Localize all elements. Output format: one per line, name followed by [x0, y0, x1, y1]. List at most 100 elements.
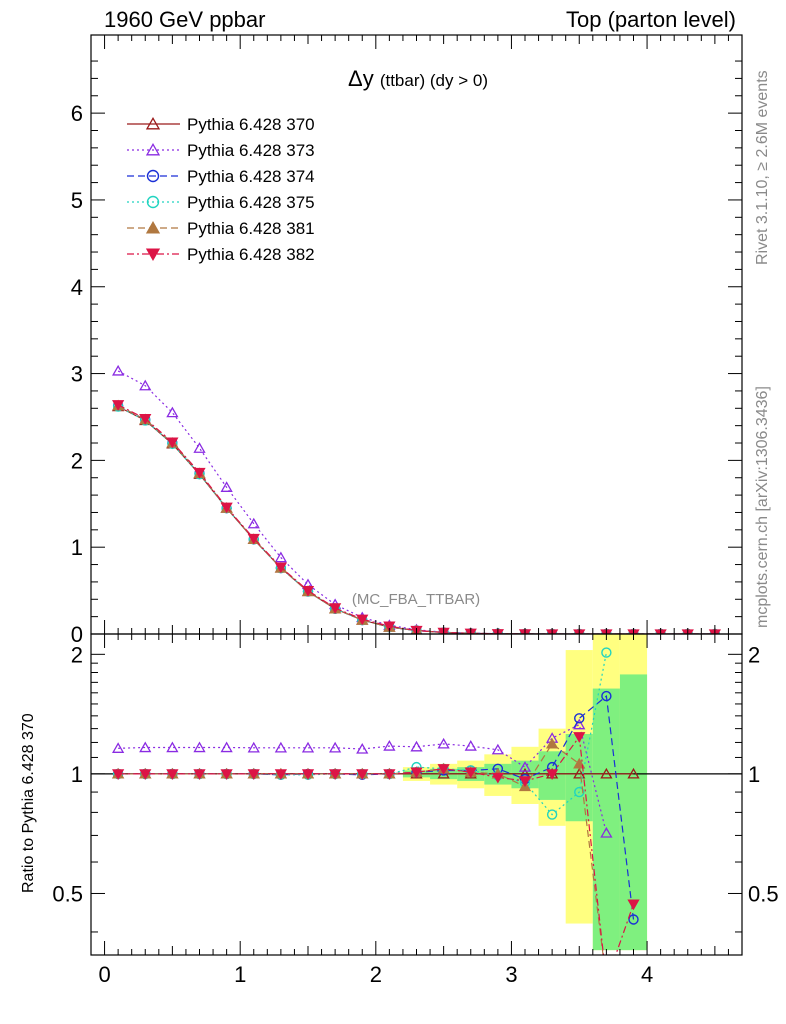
data-point — [464, 767, 477, 779]
data-point — [274, 769, 287, 780]
data-point — [437, 764, 450, 775]
data-point — [166, 769, 179, 780]
ratio-series-line — [118, 723, 607, 834]
data-point — [518, 761, 532, 772]
data-point — [573, 767, 586, 779]
data-point — [166, 741, 179, 753]
y-tick-label: 6 — [71, 101, 83, 126]
analysis-watermark: (MC_FBA_TTBAR) — [352, 591, 480, 608]
data-point — [139, 769, 152, 780]
ratio-series-group — [91, 647, 742, 955]
data-point — [546, 809, 558, 820]
data-point — [220, 769, 233, 780]
data-point — [145, 248, 161, 262]
ratio-y-tick-label: 0.5 — [52, 881, 83, 906]
data-point — [112, 742, 125, 753]
data-point — [518, 776, 532, 787]
data-point — [329, 741, 342, 753]
series-line — [117, 404, 715, 634]
data-point — [220, 481, 233, 492]
data-point — [329, 603, 342, 615]
data-point — [410, 767, 423, 779]
data-point — [274, 551, 287, 563]
y-tick-label: 5 — [71, 188, 83, 213]
x-tick-label: 3 — [505, 962, 517, 987]
data-point — [112, 400, 125, 411]
data-point — [145, 220, 161, 234]
ratio-y-tick-label: 1 — [748, 762, 760, 787]
axis-ticks — [91, 35, 742, 955]
data-point — [220, 502, 233, 514]
ratio-y-tick-label: 2 — [748, 642, 760, 667]
legend-entry-label: Pythia 6.428 381 — [187, 219, 315, 238]
data-point — [112, 364, 125, 376]
ratio-y-tick-label: 0.5 — [748, 881, 779, 906]
x-tick-label: 2 — [370, 962, 382, 987]
data-point — [139, 741, 152, 753]
data-point — [627, 767, 640, 779]
data-point — [329, 769, 342, 780]
data-point — [627, 899, 640, 911]
data-point — [146, 195, 160, 209]
data-point — [301, 585, 315, 597]
data-point — [166, 437, 179, 449]
data-point — [573, 757, 586, 769]
legend: Pythia 6.428 370 Pythia 6.428 373 Pythia 6… — [127, 115, 315, 264]
data-point — [491, 743, 504, 755]
plot-title: Δy (ttbar) (dy > 0) — [348, 66, 488, 91]
data-point — [274, 562, 287, 574]
data-point — [600, 826, 613, 838]
y-tick-label: 0 — [71, 622, 83, 647]
data-point — [247, 741, 260, 753]
legend-entry-label: Pythia 6.428 374 — [187, 167, 315, 186]
process-label: Top (parton level) — [566, 7, 736, 32]
data-point — [601, 690, 612, 702]
data-point — [356, 769, 369, 780]
y-tick-label: 2 — [71, 448, 83, 473]
x-tick-label: 0 — [98, 962, 110, 987]
data-point — [247, 533, 260, 545]
band-green — [592, 688, 620, 951]
data-point — [145, 142, 161, 156]
ratio-y-tick-label: 1 — [71, 762, 83, 787]
data-point — [546, 737, 559, 749]
data-point — [139, 379, 152, 391]
data-point — [464, 740, 477, 751]
data-point — [139, 414, 152, 425]
legend-entry-label: Pythia 6.428 375 — [187, 193, 315, 212]
data-point — [301, 741, 315, 753]
data-point — [193, 769, 206, 780]
data-point — [383, 621, 396, 633]
data-point — [146, 169, 160, 183]
data-point — [247, 769, 260, 780]
x-tick-label: 4 — [641, 962, 653, 987]
data-point — [193, 467, 206, 479]
data-point — [166, 406, 179, 418]
y-tick-label: 4 — [71, 275, 83, 300]
data-point — [145, 116, 161, 130]
y-tick-label: 1 — [71, 535, 83, 560]
data-point — [274, 741, 287, 753]
data-point — [220, 741, 233, 753]
data-point — [600, 767, 613, 779]
data-point — [112, 769, 125, 780]
series-line — [117, 370, 715, 634]
ratio-series-line — [118, 735, 635, 955]
data-point — [410, 740, 423, 752]
data-point — [356, 742, 369, 754]
data-point — [437, 767, 450, 779]
data-point — [356, 614, 369, 626]
data-point — [491, 772, 504, 784]
data-point — [383, 769, 396, 780]
x-tick-label: 1 — [234, 962, 246, 987]
data-point — [628, 914, 639, 925]
legend-entry-label: Pythia 6.428 373 — [187, 141, 315, 160]
legend-entry-label: Pythia 6.428 370 — [187, 115, 315, 134]
ratio-uncertainty-bands — [402, 634, 648, 951]
data-point — [437, 737, 450, 749]
data-point — [193, 442, 206, 453]
plot-title-sub: (ttbar) (dy > 0) — [380, 71, 488, 90]
data-point — [546, 769, 559, 780]
